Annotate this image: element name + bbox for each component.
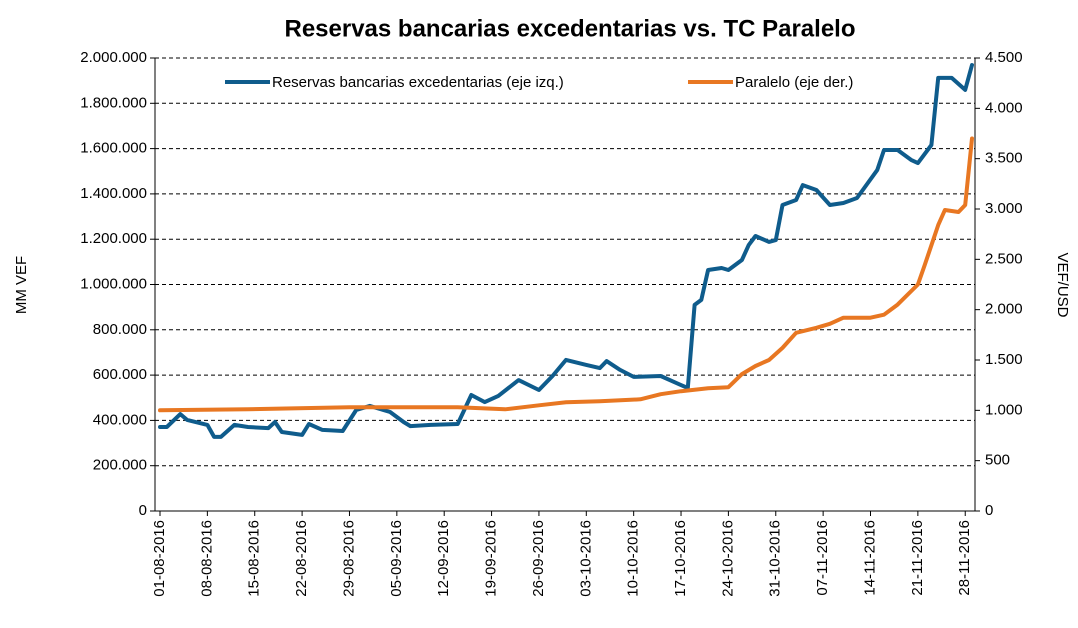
x-tick-label: 26-09-2016 [530, 520, 547, 597]
y2-tick-label: 3.500 [985, 150, 1023, 167]
x-tick-label: 19-09-2016 [483, 520, 500, 597]
y-tick-label: 1.600.000 [80, 140, 147, 157]
y-tick-label: 2.000.000 [80, 49, 147, 66]
x-tick-label: 10-10-2016 [625, 520, 642, 597]
y2-tick-label: 2.000 [985, 301, 1023, 318]
x-tick-label: 08-08-2016 [198, 520, 215, 597]
y-tick-label: 1.000.000 [80, 275, 147, 292]
x-tick-label: 03-10-2016 [577, 520, 594, 597]
y2-tick-label: 4.000 [985, 99, 1023, 116]
y-tick-label: 200.000 [93, 457, 147, 474]
x-tick-label: 24-10-2016 [719, 520, 736, 597]
y2-tick-label: 0 [985, 502, 993, 519]
x-tick-label: 31-10-2016 [767, 520, 784, 597]
y2-axis-label: VEF/USD [1054, 252, 1071, 317]
legend-label: Reservas bancarias excedentarias (eje iz… [272, 74, 564, 91]
data-line [158, 63, 974, 439]
y2-tick-label: 4.500 [985, 49, 1023, 66]
x-tick-label: 07-11-2016 [814, 520, 831, 596]
y2-tick-label: 3.000 [985, 200, 1023, 217]
y-tick-label: 1.800.000 [80, 94, 147, 111]
x-tick-label: 12-09-2016 [435, 520, 452, 597]
x-tick-label: 17-10-2016 [672, 520, 689, 597]
y-tick-label: 1.200.000 [80, 230, 147, 247]
x-tick-label: 22-08-2016 [293, 520, 310, 597]
x-tick-label: 14-11-2016 [861, 520, 878, 596]
data-line [158, 136, 974, 413]
y2-tick-label: 1.500 [985, 351, 1023, 368]
y-tick-label: 1.400.000 [80, 185, 147, 202]
x-tick-label: 28-11-2016 [956, 520, 973, 596]
y2-tick-label: 500 [985, 452, 1010, 469]
y2-tick-label: 1.000 [985, 401, 1023, 418]
chart-title: Reservas bancarias excedentarias vs. TC … [284, 15, 855, 42]
x-tick-label: 01-08-2016 [151, 520, 168, 597]
x-tick-label: 05-09-2016 [388, 520, 405, 597]
y-axis-label: MM VEF [13, 256, 30, 314]
y-tick-label: 800.000 [93, 321, 147, 338]
y-tick-label: 400.000 [93, 411, 147, 428]
y2-tick-label: 2.500 [985, 250, 1023, 267]
legend-label: Paralelo (eje der.) [735, 74, 853, 91]
x-tick-label: 29-08-2016 [340, 520, 357, 597]
x-tick-label: 15-08-2016 [246, 520, 263, 597]
x-tick-label: 21-11-2016 [909, 520, 926, 596]
y-tick-label: 600.000 [93, 366, 147, 383]
y-tick-label: 0 [139, 502, 147, 519]
